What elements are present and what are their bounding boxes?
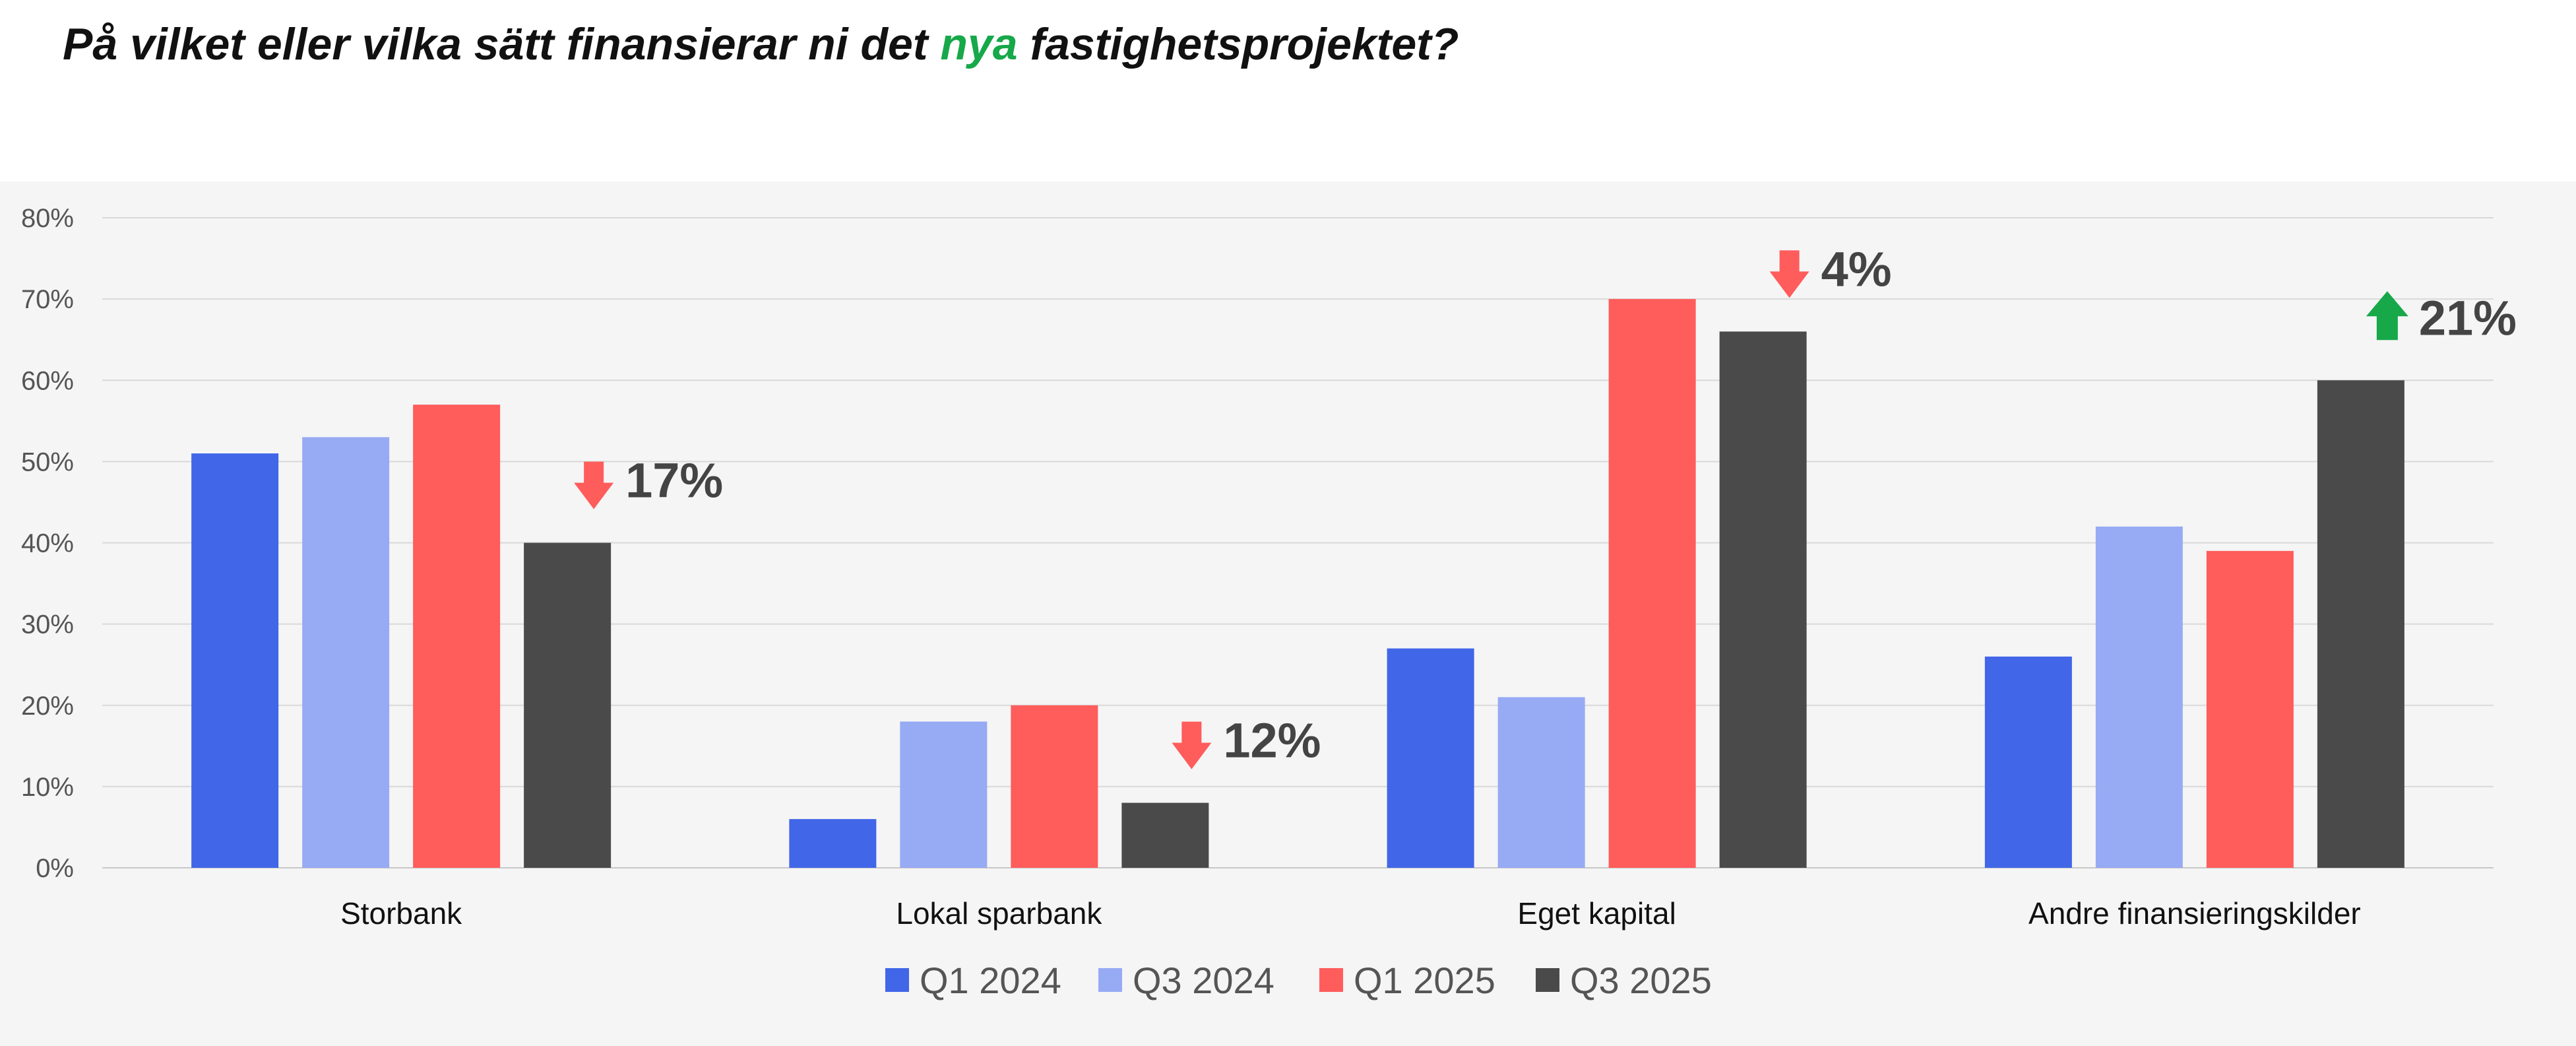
gridlines bbox=[102, 217, 2494, 868]
arrow-down-icon bbox=[1769, 250, 1809, 298]
change-label: 12% bbox=[1223, 713, 1321, 768]
bar bbox=[302, 437, 390, 868]
legend-swatch bbox=[1536, 968, 1559, 992]
bar bbox=[1984, 656, 2072, 868]
bar bbox=[2095, 526, 2183, 868]
category-label: Eget kapital bbox=[1517, 896, 1676, 931]
change-label: 17% bbox=[625, 453, 723, 508]
y-tick-label: 60% bbox=[21, 366, 74, 395]
y-tick-label: 10% bbox=[21, 773, 74, 802]
legend: Q1 2024 Q3 2024 Q1 2025 Q3 2025 bbox=[885, 960, 1712, 1001]
title-part-1: På vilket eller vilka sätt finansierar n… bbox=[63, 19, 941, 69]
legend-label: Q1 2025 bbox=[1354, 960, 1495, 1001]
legend-label: Q3 2024 bbox=[1133, 960, 1274, 1001]
chart-title: På vilket eller vilka sätt finansierar n… bbox=[63, 18, 1459, 70]
change-label: 21% bbox=[2419, 290, 2517, 345]
y-tick-label: 20% bbox=[21, 692, 74, 721]
category-label: Storbank bbox=[340, 896, 462, 931]
chart-panel: 0% 10% 20% 30% 40% 50% 60% 70% 80% Storbank Lokal… bbox=[0, 181, 2576, 1046]
legend-label: Q3 2025 bbox=[1570, 960, 1712, 1001]
bar bbox=[1121, 802, 1209, 868]
bar bbox=[2206, 550, 2294, 868]
y-tick-label: 30% bbox=[21, 610, 74, 639]
title-part-2: fastighetsprojektet? bbox=[1017, 19, 1459, 69]
bar bbox=[413, 405, 501, 868]
bar bbox=[789, 819, 877, 868]
bar bbox=[2317, 380, 2404, 868]
arrow-up-icon bbox=[2366, 291, 2408, 341]
bar bbox=[900, 721, 988, 868]
arrow-down-icon bbox=[574, 461, 614, 509]
legend-swatch bbox=[1098, 968, 1122, 992]
y-tick-label: 70% bbox=[21, 285, 74, 314]
bar bbox=[1608, 299, 1696, 868]
bar bbox=[1497, 697, 1585, 868]
bars bbox=[191, 299, 2404, 868]
category-labels: Storbank Lokal sparbank Eget kapital Andre … bbox=[340, 896, 2361, 931]
y-axis-ticks: 0% 10% 20% 30% 40% 50% 60% 70% 80% bbox=[21, 204, 74, 883]
y-tick-label: 50% bbox=[21, 447, 74, 476]
legend-swatch bbox=[1319, 968, 1343, 992]
y-tick-label: 40% bbox=[21, 529, 74, 558]
change-label: 4% bbox=[1821, 242, 1892, 296]
bar bbox=[524, 542, 612, 868]
bar bbox=[1719, 331, 1807, 868]
legend-swatch bbox=[885, 968, 909, 992]
bar-chart: 0% 10% 20% 30% 40% 50% 60% 70% 80% Storbank Lokal… bbox=[21, 204, 2517, 1001]
y-tick-label: 80% bbox=[21, 204, 74, 233]
bar bbox=[1387, 648, 1474, 868]
title-highlight: nya bbox=[940, 19, 1018, 69]
y-tick-label: 0% bbox=[36, 854, 74, 883]
bar bbox=[191, 453, 279, 868]
change-annotations: 17% 12% 4% 21% bbox=[574, 242, 2517, 769]
bar bbox=[1011, 705, 1098, 868]
category-label: Andre finansieringskilder bbox=[2028, 896, 2361, 931]
arrow-down-icon bbox=[1172, 721, 1212, 769]
legend-label: Q1 2024 bbox=[920, 960, 1061, 1001]
category-label: Lokal sparbank bbox=[896, 896, 1102, 931]
